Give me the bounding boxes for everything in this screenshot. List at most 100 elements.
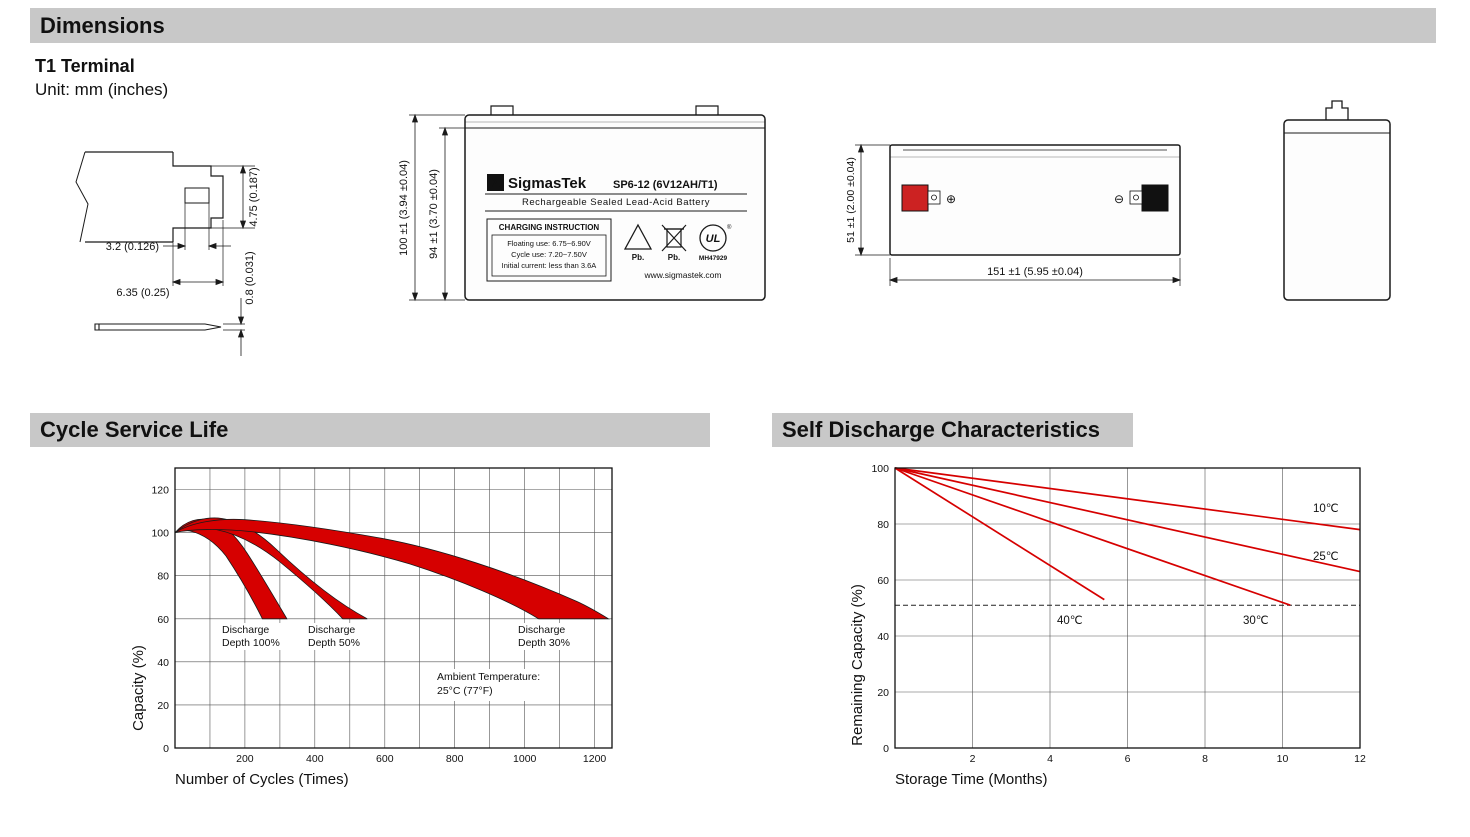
annotation-dod30-line1: Discharge — [518, 624, 565, 636]
xtick: 12 — [1354, 753, 1366, 765]
side-case-outline — [889, 144, 1181, 256]
dimensions-section-title: Dimensions — [40, 12, 165, 38]
ul-registered-mark: ® — [727, 224, 732, 231]
sd-chart-xlabel: Storage Time (Months) — [895, 771, 1048, 788]
sd-chart-xtick-labels: 2 4 6 8 10 12 — [970, 753, 1366, 765]
ul-letters: UL — [706, 233, 721, 245]
battery-front-view: 100 ±1 (3.94 ±0.04) 94 ±1 (3.70 ±0.04) Σ… — [398, 105, 766, 302]
dimensions-section-header: Dimensions — [30, 8, 1436, 43]
brand-name: SigmasTek — [508, 175, 587, 192]
ytick: 0 — [883, 743, 889, 755]
terminal-type-heading: T1 Terminal — [35, 56, 135, 76]
cycle-chart-xtick-labels: 200 400 600 800 1000 1200 — [236, 753, 606, 765]
self-discharge-section-header: Self Discharge Characteristics — [772, 413, 1133, 447]
dim-case-height: 94 ±1 (3.70 ±0.04) — [428, 169, 440, 259]
sd-chart-grid — [895, 468, 1360, 748]
annotation-ambient-line2: 25°C (77°F) — [437, 685, 493, 697]
dim-overall-height: 100 ±1 (3.94 ±0.04) — [398, 160, 410, 256]
terminal-cross-section — [75, 151, 224, 243]
crossed-bin-pb-icon — [661, 224, 687, 252]
annotation-ambient-line1: Ambient Temperature: — [437, 671, 540, 683]
line-25c — [894, 467, 1361, 573]
ytick: 100 — [151, 528, 169, 540]
sd-chart-frame — [894, 467, 1361, 749]
sd-chart-ylabel: Remaining Capacity (%) — [849, 584, 866, 746]
model-number: SP6-12 (6V12AH/T1) — [613, 179, 718, 191]
cycle-section-header: Cycle Service Life — [30, 413, 710, 447]
ytick: 100 — [871, 463, 889, 475]
label-40c: 40℃ — [1057, 615, 1083, 627]
xtick: 10 — [1277, 753, 1289, 765]
cycle-chart-ylabel: Capacity (%) — [130, 645, 147, 731]
self-discharge-chart: 10℃ 25℃ 30℃ 40℃ 0 20 40 60 80 100 2 4 6 … — [849, 463, 1366, 788]
sigma-logo-icon — [487, 174, 504, 191]
ytick: 40 — [877, 631, 889, 643]
website-url: www.sigmastek.com — [644, 270, 722, 280]
dim-terminal-hole-width: 3.2 (0.126) — [106, 241, 159, 253]
carry-handle-tabs — [490, 105, 719, 115]
line-40c — [894, 467, 1105, 601]
terminal-dimension-lines — [94, 164, 255, 356]
ytick: 20 — [157, 700, 169, 712]
ytick: 20 — [877, 687, 889, 699]
battery-type-line: Rechargeable Sealed Lead-Acid Battery — [522, 197, 710, 208]
annotation-dod50-line2: Depth 50% — [308, 637, 360, 649]
side-view-dimensions — [855, 143, 1182, 286]
front-view-dimensions — [409, 113, 465, 302]
sigma-logo-glyph: Σ — [492, 175, 500, 190]
plus-terminal-symbol: ⊕ — [946, 192, 956, 206]
label-10c: 10℃ — [1313, 503, 1339, 515]
ytick: 60 — [877, 575, 889, 587]
pb-label-1: Pb. — [632, 253, 644, 262]
cycle-chart-frame — [174, 467, 613, 749]
dim-length: 151 ±1 (5.95 ±0.04) — [987, 266, 1083, 278]
dim-length-bg — [1031, 264, 1161, 278]
terminal-detail-drawing: 4.75 (0.187) 3.2 (0.126) 6.35 (0.25) 0.8… — [75, 151, 260, 356]
xtick: 600 — [376, 753, 394, 765]
charging-instruction-title: CHARGING INSTRUCTION — [499, 223, 600, 232]
negative-terminal — [1129, 184, 1169, 212]
positive-terminal — [901, 184, 941, 212]
label-30c: 30℃ — [1243, 615, 1269, 627]
ytick: 80 — [877, 519, 889, 531]
charging-line-2: Cycle use: 7.20~7.50V — [511, 250, 587, 259]
ytick: 0 — [163, 743, 169, 755]
ytick: 120 — [151, 485, 169, 497]
ytick: 40 — [157, 657, 169, 669]
end-terminal-tab — [1325, 100, 1349, 120]
label-25c: 25℃ — [1313, 551, 1339, 563]
sd-chart-ytick-labels: 0 20 40 60 80 100 — [871, 463, 889, 755]
end-case-outline — [1283, 100, 1391, 301]
cycle-section-title: Cycle Service Life — [40, 417, 229, 442]
annotation-dod100-line2: Depth 100% — [222, 637, 280, 649]
pb-label-2: Pb. — [668, 253, 680, 262]
line-30c — [894, 467, 1291, 607]
battery-front-label: Σ SigmasTek SP6-12 (6V12AH/T1) Rechargea… — [485, 174, 747, 282]
cycle-chart-bands — [174, 517, 610, 620]
xtick: 400 — [306, 753, 324, 765]
xtick: 200 — [236, 753, 254, 765]
xtick: 6 — [1125, 753, 1131, 765]
xtick: 2 — [970, 753, 976, 765]
self-discharge-section-title: Self Discharge Characteristics — [782, 417, 1100, 442]
battery-side-view: 51 ±1 (2.00 ±0.04) 151 ±1 (5.95 ±0.04) ⊕… — [845, 143, 1182, 286]
ul-mark-icon: UL ® — [699, 224, 732, 252]
dim-terminal-thickness: 0.8 (0.031) — [244, 251, 256, 304]
ytick: 60 — [157, 614, 169, 626]
charging-line-1: Floating use: 6.75~6.90V — [507, 239, 591, 248]
line-10c — [894, 467, 1361, 531]
xtick: 1000 — [513, 753, 537, 765]
unit-label: Unit: mm (inches) — [35, 80, 169, 99]
xtick: 1200 — [583, 753, 607, 765]
annotation-dod30-line2: Depth 30% — [518, 637, 570, 649]
sd-line-labels: 10℃ 25℃ 30℃ 40℃ — [1057, 503, 1339, 627]
xtick: 800 — [446, 753, 464, 765]
dim-side-height: 51 ±1 (2.00 ±0.04) — [845, 157, 857, 243]
ytick: 80 — [157, 571, 169, 583]
battery-end-view — [1283, 100, 1391, 301]
dim-terminal-tab-width: 6.35 (0.25) — [116, 287, 169, 299]
annotation-dod50-line1: Discharge — [308, 624, 355, 636]
sd-chart-lines — [894, 467, 1361, 607]
cycle-service-life-chart: Discharge Depth 100% Discharge Depth 50%… — [130, 467, 613, 788]
